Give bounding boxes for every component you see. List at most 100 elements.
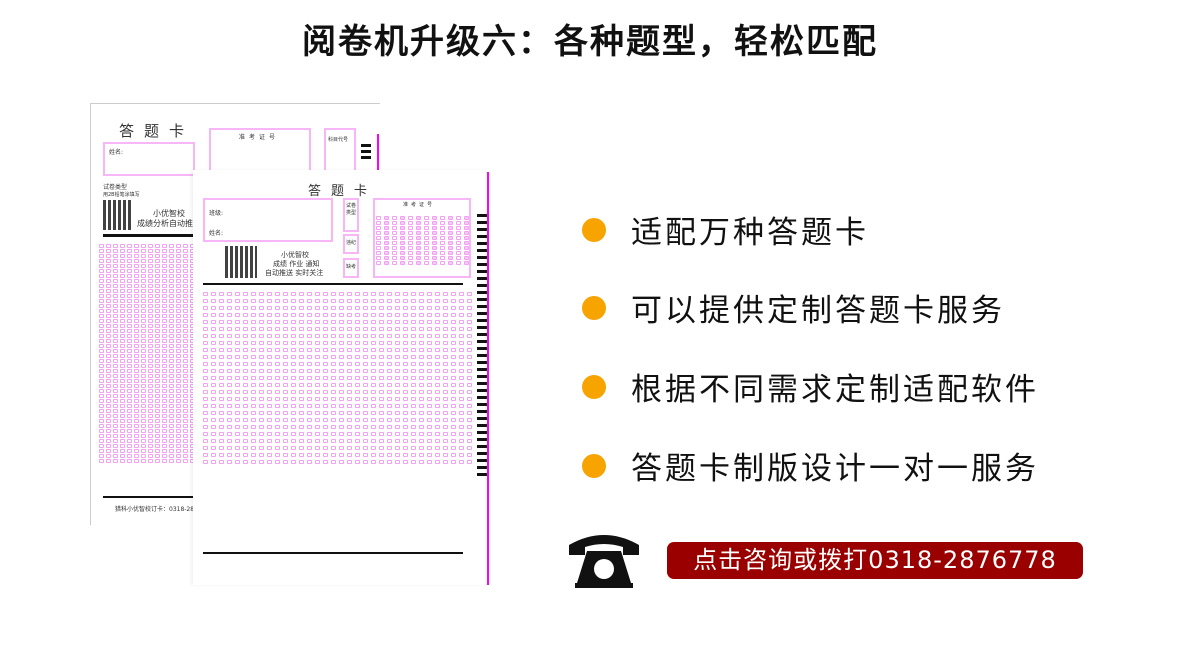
telephone-icon [569,535,639,588]
answer-bubble [120,409,125,413]
answer-bubble [134,369,139,373]
answer-bubble [176,299,181,303]
answer-bubble [323,313,328,317]
answer-bubble [451,369,456,373]
answer-bubble [387,327,392,331]
answer-bubble [424,251,429,255]
answer-bubble [99,299,104,303]
answer-bubble [148,269,153,273]
answer-bubble [440,256,445,260]
answer-bubble [259,376,264,380]
answer-bubble [176,264,181,268]
answer-bubble [408,246,413,250]
answer-bubble [141,454,146,458]
answer-bubble [459,362,464,366]
answer-bubble [169,279,174,283]
answer-bubble [387,439,392,443]
answer-bubble [395,411,400,415]
answer-bubble [219,390,224,394]
answer-bubble [120,269,125,273]
answer-bubble [113,274,118,278]
answer-bubble [448,216,453,220]
timing-mark [477,347,487,350]
answer-bubble [176,294,181,298]
answer-bubble [120,429,125,433]
answer-bubble [219,376,224,380]
contact-button[interactable]: 点击咨询或拨打0318-2876778 [667,542,1083,579]
answer-bubble [283,327,288,331]
answer-bubble [467,383,472,387]
answer-bubble [169,404,174,408]
answer-bubble [176,404,181,408]
answer-bubble [127,314,132,318]
answer-bubble [211,446,216,450]
timing-mark [477,256,487,259]
answer-bubble [371,369,376,373]
answer-bubble [323,369,328,373]
answer-bubble [243,362,248,366]
answer-bubble [113,414,118,418]
answer-bubble [243,334,248,338]
answer-bubble [456,236,461,240]
answer-bubble [176,384,181,388]
answer-bubble [127,379,132,383]
answer-bubble [259,439,264,443]
answer-bubble [227,432,232,436]
answer-bubble [113,444,118,448]
answer-bubble [127,264,132,268]
answer-bubble [127,389,132,393]
answer-bubble [203,355,208,359]
answer-bubble [99,429,104,433]
answer-bubble [315,432,320,436]
answer-bubble [411,418,416,422]
answer-bubble [400,241,405,245]
answer-bubble [400,261,405,265]
answer-bubble [275,439,280,443]
timing-mark [477,375,487,378]
answer-bubble [183,404,188,408]
answer-bubble [99,409,104,413]
answer-bubble [419,460,424,464]
answer-bubble [371,320,376,324]
answer-bubble [141,269,146,273]
answer-bubble [99,449,104,453]
pencil-note: 用2B铅笔涂填写 [103,192,140,198]
answer-bubble [219,446,224,450]
answer-bubble [211,404,216,408]
answer-bubble [99,329,104,333]
answer-bubble [113,294,118,298]
answer-bubble [155,284,160,288]
answer-bubble [235,418,240,422]
answer-bubble [371,453,376,457]
answer-bubble [363,299,368,303]
answer-bubble [251,432,256,436]
answer-bubble [134,309,139,313]
answer-bubble [371,418,376,422]
answer-bubble [323,376,328,380]
answer-bubble [120,344,125,348]
answer-bubble [355,390,360,394]
answer-bubble [99,274,104,278]
answer-bubble [307,369,312,373]
answer-bubble [459,383,464,387]
answer-bubble [169,389,174,393]
answer-bubble [424,231,429,235]
answer-bubble [106,334,111,338]
answer-bubble [299,313,304,317]
answer-bubble [379,306,384,310]
timing-mark [477,340,487,343]
answer-bubble [155,314,160,318]
sheet-heading: 答题卡 [308,184,378,199]
answer-bubble [283,334,288,338]
answer-bubble [355,446,360,450]
answer-bubble [395,446,400,450]
answer-bubble [183,289,188,293]
answer-bubble [459,439,464,443]
answer-bubble [323,299,328,303]
answer-bubble [162,424,167,428]
answer-bubble [183,429,188,433]
answer-bubble [363,411,368,415]
answer-bubble [148,399,153,403]
answer-bubble [227,327,232,331]
answer-bubble [134,359,139,363]
